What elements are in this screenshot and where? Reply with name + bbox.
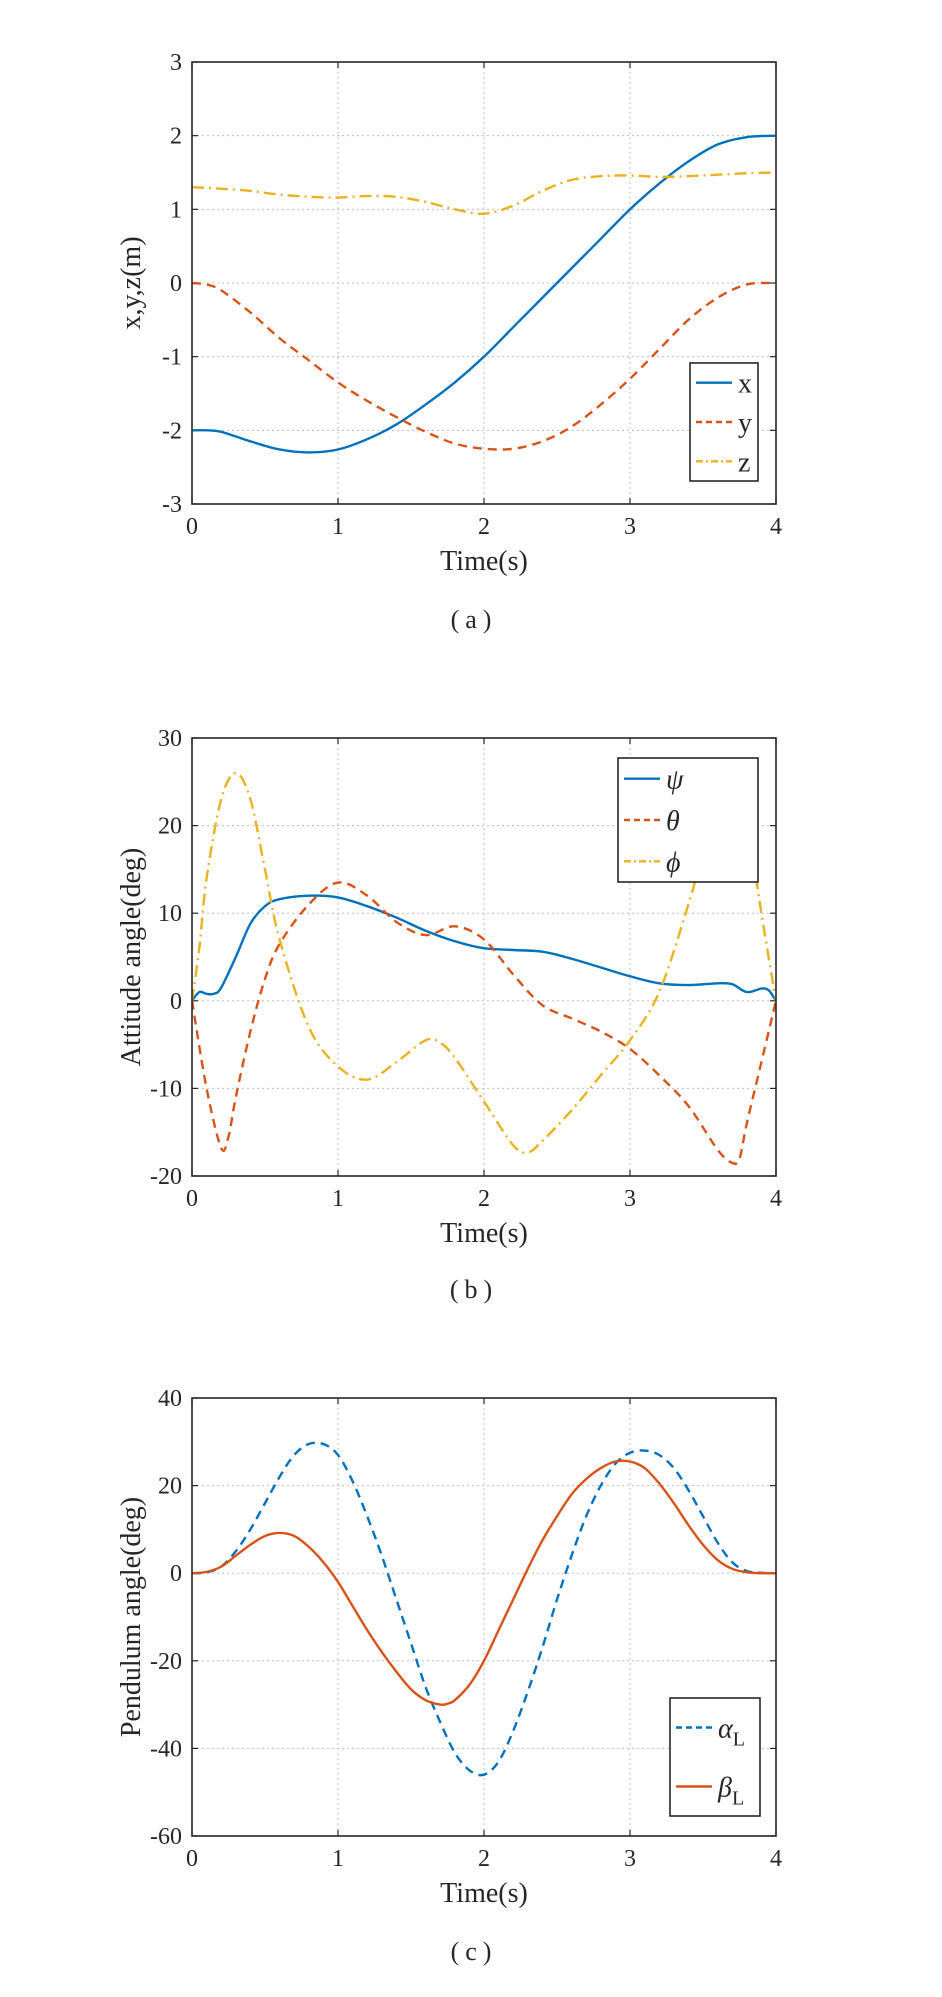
y-tick-label: 10 (158, 901, 182, 927)
x-tick-label: 4 (770, 1186, 782, 1212)
y-tick-label: -20 (150, 1164, 182, 1190)
y-tick-label: 0 (170, 1561, 182, 1587)
x-tick-label: 2 (478, 1846, 490, 1872)
series-line-ψ (192, 894, 776, 1002)
x-tick-label: 3 (624, 1846, 636, 1872)
y-tick-label: 2 (170, 124, 182, 150)
y-tick-label: 20 (158, 1474, 182, 1500)
legend: ψθϕ (617, 757, 759, 883)
y-tick-label: -1 (162, 345, 182, 371)
y-tick-label: -10 (150, 1076, 182, 1102)
y-tick-label: -3 (162, 492, 182, 518)
legend-label: z (738, 447, 750, 478)
x-tick-label: 2 (478, 514, 490, 540)
legend-box (669, 1697, 761, 1817)
y-axis-label: x,y,z(m) (116, 236, 147, 329)
y-tick-label: -60 (150, 1824, 182, 1850)
series-line-θ (192, 881, 776, 1166)
x-tick-label: 4 (770, 1846, 782, 1872)
x-tick-label: 2 (478, 1186, 490, 1212)
series-line-y (192, 281, 776, 451)
x-tick-label: 1 (332, 1846, 344, 1872)
panel-caption: (c) (451, 1937, 498, 1966)
legend-label: βL (717, 1773, 744, 1810)
plot-frame (191, 737, 777, 1177)
y-tick-label: -40 (150, 1736, 182, 1762)
panel-caption: (b) (450, 1275, 498, 1304)
legend-subscript: L (732, 1788, 744, 1810)
legend-symbol: α (718, 1714, 734, 1745)
y-tick-label: 40 (158, 1386, 182, 1412)
plot-frame (191, 61, 777, 505)
x-tick-label: 1 (332, 1186, 344, 1212)
x-tick-label: 1 (332, 514, 344, 540)
series-line-x (192, 134, 776, 454)
chart-panel-1: 0 1 2 3 4 3 2 1 0 -1 -2 -3 Time(s) x,y,z(m) (a) xyz (116, 50, 782, 634)
y-tick-label: -2 (162, 418, 182, 444)
legend-label: αL (718, 1714, 745, 1751)
x-tick-label: 4 (770, 514, 782, 540)
series-line-β (192, 1459, 776, 1707)
x-tick-label: 0 (186, 1846, 198, 1872)
legend-label: x (738, 369, 752, 400)
x-tick-label: 3 (624, 514, 636, 540)
legend: xyz (689, 362, 759, 482)
legend-symbol: β (717, 1773, 732, 1804)
x-tick-label: 0 (186, 514, 198, 540)
y-tick-label: 0 (170, 989, 182, 1015)
y-axis-label: Pendulum angle(deg) (116, 1497, 147, 1737)
series-line-α (192, 1441, 776, 1777)
panel-caption: (a) (451, 605, 498, 634)
legend-label: ψ (666, 765, 684, 796)
series-line-z (192, 171, 776, 216)
x-tick-label: 0 (186, 1186, 198, 1212)
x-axis-label: Time(s) (440, 1878, 528, 1909)
legend-subscript: L (733, 1729, 745, 1751)
y-tick-label: -20 (150, 1649, 182, 1675)
plot-frame (191, 1397, 777, 1837)
chart-panel-3: 0 1 2 3 4 40 20 0 -20 -40 -60 Time(s) Pendulum angle… (116, 1386, 782, 1966)
x-tick-label: 3 (624, 1186, 636, 1212)
y-tick-label: 20 (158, 814, 182, 840)
y-tick-label: 1 (170, 197, 182, 223)
x-axis-label: Time(s) (440, 546, 528, 577)
y-tick-label: 0 (170, 271, 182, 297)
legend-label: θ (666, 806, 680, 837)
chart-panel-2: 0 1 2 3 4 30 20 10 0 -10 -20 Time(s) Attitude angle(… (116, 726, 782, 1304)
legend-label: y (738, 408, 752, 439)
y-tick-label: 30 (158, 726, 182, 752)
y-tick-label: 3 (170, 50, 182, 76)
x-axis-label: Time(s) (440, 1218, 528, 1249)
y-axis-label: Attitude angle(deg) (116, 848, 147, 1066)
legend-label: ϕ (666, 847, 681, 878)
